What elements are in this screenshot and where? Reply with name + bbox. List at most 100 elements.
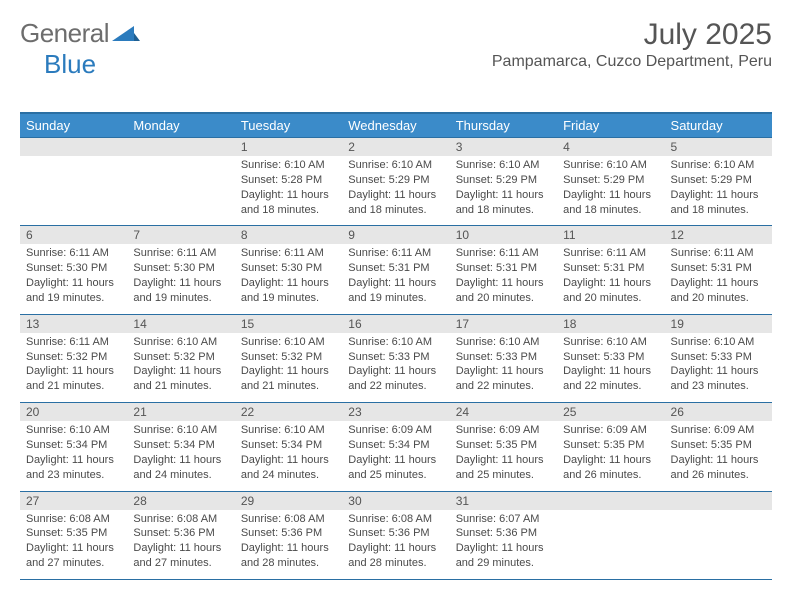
sunrise-text: Sunrise: 6:09 AM (348, 423, 443, 438)
calendar-day-cell: 22Sunrise: 6:10 AMSunset: 5:34 PMDayligh… (235, 403, 342, 491)
dow-saturday: Saturday (665, 113, 772, 138)
sunrise-text: Sunrise: 6:10 AM (456, 335, 551, 350)
day-content (127, 156, 234, 224)
sunset-text: Sunset: 5:33 PM (563, 350, 658, 365)
sunset-text: Sunset: 5:34 PM (241, 438, 336, 453)
day-content: Sunrise: 6:08 AMSunset: 5:36 PMDaylight:… (342, 510, 449, 579)
daylight-text: Daylight: 11 hours and 19 minutes. (241, 276, 336, 306)
day-number: 10 (450, 226, 557, 244)
month-title: July 2025 (492, 18, 772, 51)
sunset-text: Sunset: 5:28 PM (241, 173, 336, 188)
day-content: Sunrise: 6:11 AMSunset: 5:31 PMDaylight:… (557, 244, 664, 313)
sunset-text: Sunset: 5:31 PM (563, 261, 658, 276)
day-number: 18 (557, 315, 664, 333)
calendar-day-cell: 5Sunrise: 6:10 AMSunset: 5:29 PMDaylight… (665, 138, 772, 226)
day-content: Sunrise: 6:10 AMSunset: 5:34 PMDaylight:… (127, 421, 234, 490)
dow-friday: Friday (557, 113, 664, 138)
day-content: Sunrise: 6:09 AMSunset: 5:34 PMDaylight:… (342, 421, 449, 490)
sunrise-text: Sunrise: 6:11 AM (133, 246, 228, 261)
calendar-day-cell (127, 138, 234, 226)
sunset-text: Sunset: 5:31 PM (456, 261, 551, 276)
daylight-text: Daylight: 11 hours and 21 minutes. (133, 364, 228, 394)
day-number: 20 (20, 403, 127, 421)
day-content: Sunrise: 6:10 AMSunset: 5:33 PMDaylight:… (342, 333, 449, 402)
sunrise-text: Sunrise: 6:10 AM (133, 423, 228, 438)
day-number: 22 (235, 403, 342, 421)
sunrise-text: Sunrise: 6:10 AM (671, 335, 766, 350)
calendar-day-cell: 14Sunrise: 6:10 AMSunset: 5:32 PMDayligh… (127, 314, 234, 402)
day-content: Sunrise: 6:11 AMSunset: 5:31 PMDaylight:… (450, 244, 557, 313)
calendar-week-row: 27Sunrise: 6:08 AMSunset: 5:35 PMDayligh… (20, 491, 772, 579)
day-number: 15 (235, 315, 342, 333)
day-content: Sunrise: 6:11 AMSunset: 5:31 PMDaylight:… (342, 244, 449, 313)
sunset-text: Sunset: 5:36 PM (241, 526, 336, 541)
sunset-text: Sunset: 5:36 PM (348, 526, 443, 541)
calendar-day-cell: 19Sunrise: 6:10 AMSunset: 5:33 PMDayligh… (665, 314, 772, 402)
daylight-text: Daylight: 11 hours and 18 minutes. (671, 188, 766, 218)
sunset-text: Sunset: 5:30 PM (26, 261, 121, 276)
calendar-day-cell: 6Sunrise: 6:11 AMSunset: 5:30 PMDaylight… (20, 226, 127, 314)
sunset-text: Sunset: 5:34 PM (348, 438, 443, 453)
day-number: 6 (20, 226, 127, 244)
sunset-text: Sunset: 5:32 PM (26, 350, 121, 365)
day-number: 26 (665, 403, 772, 421)
day-content (557, 510, 664, 578)
calendar-header-row: Sunday Monday Tuesday Wednesday Thursday… (20, 113, 772, 138)
daylight-text: Daylight: 11 hours and 27 minutes. (26, 541, 121, 571)
sunset-text: Sunset: 5:33 PM (348, 350, 443, 365)
sunset-text: Sunset: 5:34 PM (26, 438, 121, 453)
sunrise-text: Sunrise: 6:11 AM (671, 246, 766, 261)
day-content (20, 156, 127, 224)
day-number: 1 (235, 138, 342, 156)
dow-thursday: Thursday (450, 113, 557, 138)
day-number (20, 138, 127, 156)
daylight-text: Daylight: 11 hours and 22 minutes. (348, 364, 443, 394)
calendar-day-cell: 7Sunrise: 6:11 AMSunset: 5:30 PMDaylight… (127, 226, 234, 314)
daylight-text: Daylight: 11 hours and 19 minutes. (26, 276, 121, 306)
sunset-text: Sunset: 5:35 PM (26, 526, 121, 541)
sunset-text: Sunset: 5:29 PM (563, 173, 658, 188)
day-number: 28 (127, 492, 234, 510)
sunrise-text: Sunrise: 6:10 AM (26, 423, 121, 438)
calendar-day-cell: 18Sunrise: 6:10 AMSunset: 5:33 PMDayligh… (557, 314, 664, 402)
sunset-text: Sunset: 5:33 PM (671, 350, 766, 365)
daylight-text: Daylight: 11 hours and 18 minutes. (241, 188, 336, 218)
sunset-text: Sunset: 5:36 PM (456, 526, 551, 541)
calendar-day-cell: 4Sunrise: 6:10 AMSunset: 5:29 PMDaylight… (557, 138, 664, 226)
sunrise-text: Sunrise: 6:10 AM (671, 158, 766, 173)
daylight-text: Daylight: 11 hours and 20 minutes. (563, 276, 658, 306)
daylight-text: Daylight: 11 hours and 29 minutes. (456, 541, 551, 571)
sunrise-text: Sunrise: 6:09 AM (456, 423, 551, 438)
sunrise-text: Sunrise: 6:09 AM (563, 423, 658, 438)
sunrise-text: Sunrise: 6:08 AM (241, 512, 336, 527)
day-number: 19 (665, 315, 772, 333)
calendar-day-cell: 16Sunrise: 6:10 AMSunset: 5:33 PMDayligh… (342, 314, 449, 402)
calendar-day-cell: 13Sunrise: 6:11 AMSunset: 5:32 PMDayligh… (20, 314, 127, 402)
day-number: 21 (127, 403, 234, 421)
daylight-text: Daylight: 11 hours and 26 minutes. (563, 453, 658, 483)
calendar-day-cell: 17Sunrise: 6:10 AMSunset: 5:33 PMDayligh… (450, 314, 557, 402)
daylight-text: Daylight: 11 hours and 23 minutes. (26, 453, 121, 483)
day-number: 13 (20, 315, 127, 333)
day-content: Sunrise: 6:10 AMSunset: 5:29 PMDaylight:… (450, 156, 557, 225)
calendar-day-cell: 9Sunrise: 6:11 AMSunset: 5:31 PMDaylight… (342, 226, 449, 314)
daylight-text: Daylight: 11 hours and 18 minutes. (456, 188, 551, 218)
sunrise-text: Sunrise: 6:10 AM (133, 335, 228, 350)
day-content: Sunrise: 6:09 AMSunset: 5:35 PMDaylight:… (557, 421, 664, 490)
calendar-week-row: 1Sunrise: 6:10 AMSunset: 5:28 PMDaylight… (20, 138, 772, 226)
sunset-text: Sunset: 5:32 PM (241, 350, 336, 365)
day-number: 16 (342, 315, 449, 333)
calendar-day-cell: 23Sunrise: 6:09 AMSunset: 5:34 PMDayligh… (342, 403, 449, 491)
sunset-text: Sunset: 5:29 PM (456, 173, 551, 188)
sunset-text: Sunset: 5:35 PM (456, 438, 551, 453)
daylight-text: Daylight: 11 hours and 26 minutes. (671, 453, 766, 483)
sunrise-text: Sunrise: 6:11 AM (456, 246, 551, 261)
calendar-day-cell: 31Sunrise: 6:07 AMSunset: 5:36 PMDayligh… (450, 491, 557, 579)
daylight-text: Daylight: 11 hours and 22 minutes. (563, 364, 658, 394)
calendar-day-cell: 30Sunrise: 6:08 AMSunset: 5:36 PMDayligh… (342, 491, 449, 579)
calendar-day-cell: 25Sunrise: 6:09 AMSunset: 5:35 PMDayligh… (557, 403, 664, 491)
day-content: Sunrise: 6:11 AMSunset: 5:31 PMDaylight:… (665, 244, 772, 313)
calendar-day-cell: 12Sunrise: 6:11 AMSunset: 5:31 PMDayligh… (665, 226, 772, 314)
day-content: Sunrise: 6:11 AMSunset: 5:32 PMDaylight:… (20, 333, 127, 402)
day-content (665, 510, 772, 578)
